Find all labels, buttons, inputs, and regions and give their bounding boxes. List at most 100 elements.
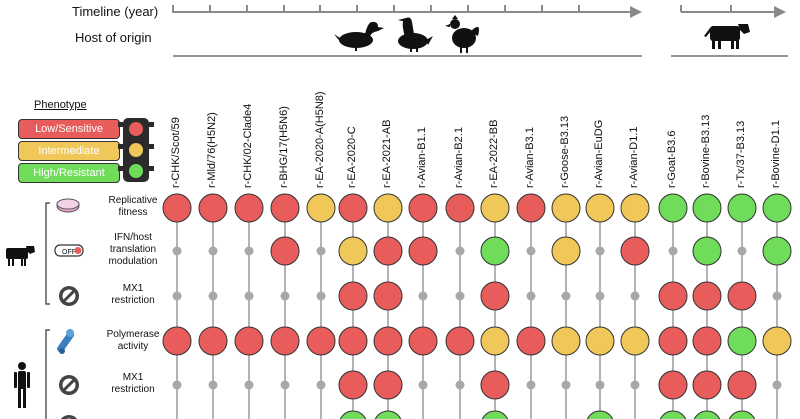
phenotype-circle-low xyxy=(373,236,403,266)
phenotype-circle-high xyxy=(659,410,687,419)
row-label: Replicative fitness xyxy=(88,195,178,219)
phenotype-circle-low xyxy=(727,370,757,400)
row-label: Polymerase activity xyxy=(88,329,178,353)
legend-high-resistant: High/Resistant xyxy=(18,163,120,183)
phenotype-dot-untested xyxy=(172,380,182,390)
phenotype-circle-high xyxy=(658,193,688,223)
no-sign-icon xyxy=(59,375,79,395)
phenotype-circle-high xyxy=(727,326,757,356)
phenotype-circle-low xyxy=(692,326,722,356)
phenotype-dot-untested xyxy=(316,246,326,256)
goose-icon xyxy=(398,17,433,52)
polymerase-icon xyxy=(57,329,75,354)
phenotype-circle-low xyxy=(270,193,300,223)
phenotype-circle-high xyxy=(692,236,722,266)
chicken-icon xyxy=(445,15,479,53)
phenotype-dot-untested xyxy=(561,380,571,390)
phenotype-dot-untested xyxy=(208,246,218,256)
phenotype-circle-high xyxy=(692,193,722,223)
phenotype-circle-low xyxy=(198,326,228,356)
phenotype-circle-low xyxy=(338,281,368,311)
phenotype-dot-untested xyxy=(418,380,428,390)
cow-icon xyxy=(6,246,35,266)
phenotype-circle-low xyxy=(445,326,475,356)
flask-icon xyxy=(56,198,80,213)
phenotype-circle-high xyxy=(762,236,792,266)
row-label-line: Replicative xyxy=(108,195,158,206)
phenotype-dot-untested xyxy=(595,380,605,390)
phenotype-circle-intermediate xyxy=(480,326,510,356)
phenotype-circle-low xyxy=(373,281,403,311)
svg-text:OFF: OFF xyxy=(62,249,76,256)
phenotype-dot-untested xyxy=(772,291,782,301)
phenotype-dot-untested xyxy=(244,291,254,301)
phenotype-dot-untested xyxy=(595,246,605,256)
row-label-line: fitness xyxy=(118,207,148,218)
phenotype-circle-high xyxy=(762,193,792,223)
human-icon xyxy=(14,362,30,408)
phenotype-dot-untested xyxy=(244,246,254,256)
phenotype-circle-intermediate xyxy=(585,193,615,223)
row-label-line: MX1 xyxy=(122,283,144,294)
phenotype-circle-low xyxy=(198,193,228,223)
phenotype-circle-low xyxy=(658,326,688,356)
phenotype-dot-untested xyxy=(244,380,254,390)
phenotype-dot-untested xyxy=(316,380,326,390)
off-switch-icon: OFF xyxy=(54,244,84,257)
phenotype-circle-low xyxy=(658,281,688,311)
phenotype-dot-untested xyxy=(208,380,218,390)
phenotype-dot-untested xyxy=(526,291,536,301)
row-label-line: modulation xyxy=(108,256,158,267)
phenotype-circle-low xyxy=(445,193,475,223)
phenotype-circle-low xyxy=(162,193,192,223)
phenotype-circle-high xyxy=(586,410,614,419)
phenotype-dot-untested xyxy=(172,291,182,301)
phenotype-circle-intermediate xyxy=(620,193,650,223)
phenotype-circle-intermediate xyxy=(373,193,403,223)
legend-intermediate: Intermediate xyxy=(18,141,120,161)
phenotype-circle-intermediate xyxy=(551,326,581,356)
phenotype-circle-low xyxy=(658,370,688,400)
cow-icon xyxy=(704,24,750,49)
phenotype-dot-untested xyxy=(630,291,640,301)
phenotype-circle-low xyxy=(620,236,650,266)
phenotype-dot-untested xyxy=(668,246,678,256)
phenotype-circle-low xyxy=(270,326,300,356)
phenotype-circle-low xyxy=(338,193,368,223)
phenotype-circle-low xyxy=(373,326,403,356)
phenotype-dot-untested xyxy=(280,291,290,301)
phenotype-dot-untested xyxy=(172,246,182,256)
phenotype-circle-high xyxy=(480,236,510,266)
phenotype-circle-low xyxy=(373,370,403,400)
legend-low-sensitive: Low/Sensitive xyxy=(18,119,120,139)
phenotype-dot-untested xyxy=(737,246,747,256)
row-label-line: Polymerase xyxy=(106,329,160,340)
row-label: MX1 restriction xyxy=(88,283,178,307)
no-sign-icon xyxy=(61,415,77,419)
phenotype-circle-low xyxy=(306,326,336,356)
traffic-light-icon xyxy=(118,118,154,182)
phenotype-circle-low xyxy=(338,326,368,356)
phenotype-circle-low xyxy=(692,370,722,400)
phenotype-circle-high xyxy=(727,193,757,223)
phenotype-circle-low xyxy=(162,326,192,356)
phenotype-circle-high xyxy=(339,410,367,419)
phenotype-circle-low xyxy=(516,193,546,223)
phenotype-circle-intermediate xyxy=(762,326,792,356)
timeline-arrow-avian xyxy=(172,5,642,18)
phenotype-dot-untested xyxy=(280,380,290,390)
phenotype-circle-intermediate xyxy=(480,193,510,223)
phenotype-dot-untested xyxy=(630,380,640,390)
phenotype-dot-untested xyxy=(526,246,536,256)
phenotype-circle-intermediate xyxy=(620,326,650,356)
phenotype-circle-low xyxy=(234,193,264,223)
phenotype-circle-intermediate xyxy=(306,193,336,223)
phenotype-dot-untested xyxy=(595,291,605,301)
phenotype-dot-untested xyxy=(455,380,465,390)
phenotype-dot-untested xyxy=(208,291,218,301)
phenotype-circle-low xyxy=(480,281,510,311)
phenotype-dot-untested xyxy=(772,380,782,390)
phenotype-dot-untested xyxy=(561,291,571,301)
phenotype-circle-intermediate xyxy=(551,236,581,266)
